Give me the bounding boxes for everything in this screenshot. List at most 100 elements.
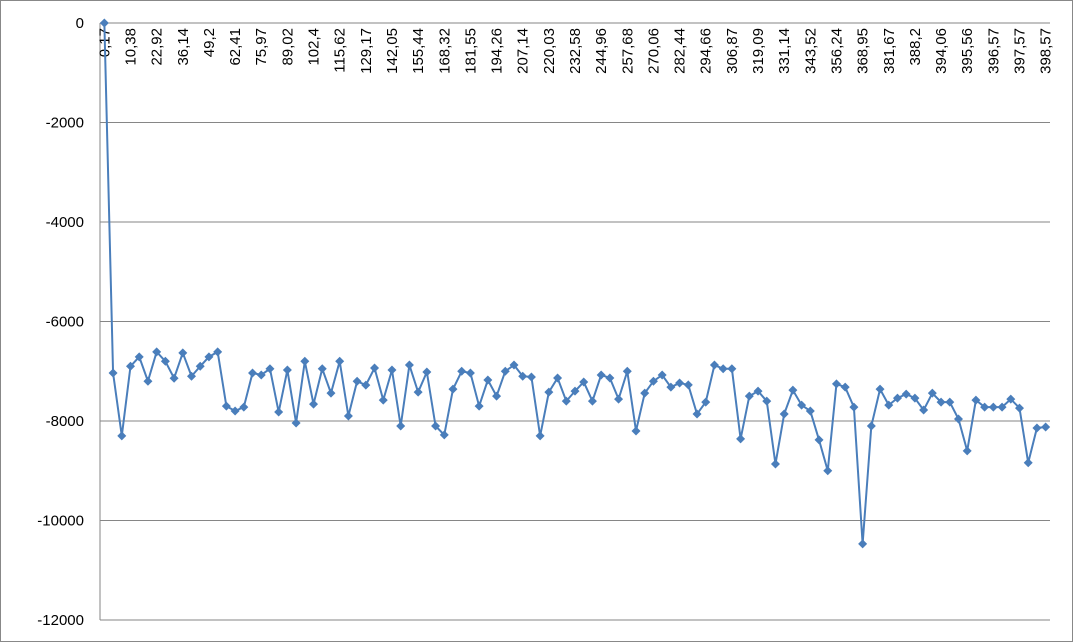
- marker: [431, 421, 441, 431]
- marker: [169, 373, 179, 383]
- x-tick-label: 102,4: [306, 28, 323, 66]
- marker: [901, 389, 911, 399]
- marker: [352, 376, 362, 386]
- marker: [805, 406, 815, 416]
- marker: [936, 397, 946, 407]
- y-tick-label: -4000: [46, 214, 84, 231]
- marker: [143, 376, 153, 386]
- x-tick-label: 181,55: [462, 28, 479, 74]
- marker: [962, 446, 972, 456]
- marker: [483, 375, 493, 385]
- x-tick-label: 270,06: [645, 28, 662, 74]
- marker: [831, 379, 841, 389]
- marker: [326, 388, 336, 398]
- x-tick-label: 395,56: [959, 28, 976, 74]
- marker: [657, 370, 667, 380]
- x-tick-label: 343,52: [802, 28, 819, 74]
- x-tick-label: 49,2: [201, 28, 218, 57]
- marker: [509, 360, 519, 370]
- x-tick-label: 381,67: [881, 28, 898, 74]
- x-tick-label: 155,44: [410, 28, 427, 74]
- marker: [701, 397, 711, 407]
- x-tick-label: 282,44: [672, 28, 689, 74]
- marker: [788, 385, 798, 395]
- marker: [256, 370, 266, 380]
- marker: [1006, 394, 1016, 404]
- marker: [744, 391, 754, 401]
- marker: [134, 352, 144, 362]
- marker: [553, 373, 563, 383]
- marker: [675, 378, 685, 388]
- x-tick-label: 394,06: [933, 28, 950, 74]
- x-tick-label: 306,87: [724, 28, 741, 74]
- marker: [884, 400, 894, 410]
- x-tick-label: 194,26: [489, 28, 506, 74]
- marker: [1023, 458, 1033, 468]
- marker: [927, 388, 937, 398]
- x-tick-label: 10,38: [123, 28, 140, 66]
- marker: [692, 409, 702, 419]
- marker: [126, 361, 136, 371]
- marker: [317, 364, 327, 374]
- marker: [797, 400, 807, 410]
- x-tick-label: 331,14: [776, 28, 793, 74]
- marker: [718, 364, 728, 374]
- marker: [910, 393, 920, 403]
- marker: [518, 371, 528, 381]
- marker: [396, 421, 406, 431]
- marker: [465, 368, 475, 378]
- marker: [971, 395, 981, 405]
- marker: [500, 366, 510, 376]
- marker: [526, 372, 536, 382]
- marker: [544, 387, 554, 397]
- marker: [648, 376, 658, 386]
- marker: [422, 367, 432, 377]
- marker: [762, 396, 772, 406]
- marker: [596, 370, 606, 380]
- x-tick-label: 89,02: [279, 28, 296, 66]
- x-tick-label: 257,68: [619, 28, 636, 74]
- marker: [840, 382, 850, 392]
- marker: [404, 360, 414, 370]
- marker: [274, 407, 284, 417]
- marker: [213, 347, 223, 357]
- marker: [239, 402, 249, 412]
- marker: [640, 388, 650, 398]
- marker: [492, 391, 502, 401]
- marker: [683, 380, 693, 390]
- x-tick-label: 368,95: [855, 28, 872, 74]
- marker: [309, 399, 319, 409]
- marker: [291, 418, 301, 428]
- x-tick-label: 244,96: [593, 28, 610, 74]
- x-tick-label: 129,17: [358, 28, 375, 74]
- marker: [614, 394, 624, 404]
- x-tick-label: 397,57: [1011, 28, 1028, 74]
- marker: [849, 402, 859, 412]
- marker: [378, 395, 388, 405]
- y-tick-label: -10000: [37, 513, 84, 530]
- marker: [875, 384, 885, 394]
- marker: [561, 396, 571, 406]
- marker: [997, 402, 1007, 412]
- marker: [953, 414, 963, 424]
- marker: [457, 366, 467, 376]
- marker: [439, 430, 449, 440]
- marker: [858, 539, 868, 549]
- marker: [108, 368, 118, 378]
- x-tick-label: 388,2: [907, 28, 924, 66]
- marker: [117, 431, 127, 441]
- marker: [709, 360, 719, 370]
- marker: [178, 348, 188, 358]
- x-tick-label: 398,57: [1038, 28, 1055, 74]
- marker: [892, 393, 902, 403]
- y-tick-label: -8000: [46, 413, 84, 430]
- x-tick-label: 319,09: [750, 28, 767, 74]
- marker: [230, 406, 240, 416]
- marker: [587, 396, 597, 406]
- marker: [387, 365, 397, 375]
- marker: [370, 363, 380, 373]
- marker: [814, 435, 824, 445]
- x-tick-label: 207,14: [515, 28, 532, 74]
- marker: [605, 373, 615, 383]
- x-tick-label: 62,41: [227, 28, 244, 66]
